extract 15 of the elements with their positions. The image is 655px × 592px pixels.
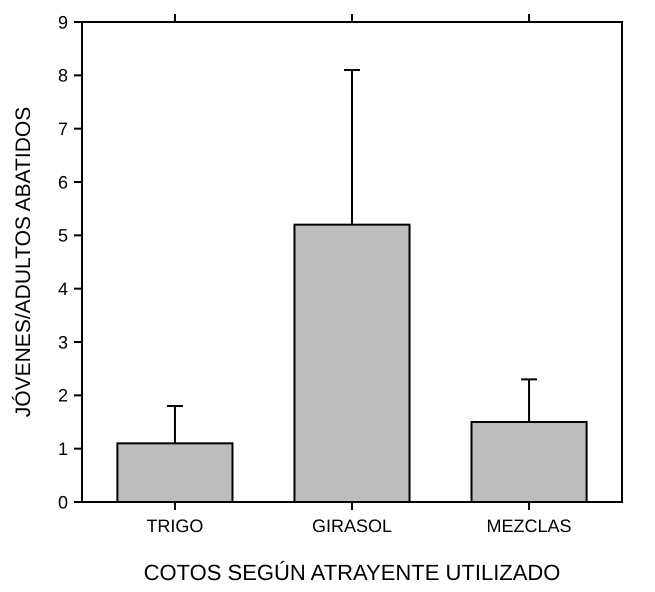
y-tick-label: 0 xyxy=(58,492,68,512)
y-tick-label: 5 xyxy=(58,226,68,246)
y-tick-label: 2 xyxy=(58,386,68,406)
y-tick-label: 9 xyxy=(58,12,68,32)
y-tick-label: 7 xyxy=(58,118,68,139)
y-tick-label: 4 xyxy=(58,278,68,299)
y-tick-label: 3 xyxy=(58,332,68,352)
y-axis-title: JÓVENES/ADULTOS ABATIDOS xyxy=(11,106,35,418)
x-axis-title: COTOS SEGÚN ATRAYENTE UTILIZADO xyxy=(144,560,560,585)
x-tick-label: GIRASOL xyxy=(312,516,392,536)
x-tick-label: TRIGO xyxy=(146,516,204,536)
y-tick-label: 6 xyxy=(58,172,68,192)
x-tick-label: MEZCLAS xyxy=(486,516,572,536)
y-tick-label: 8 xyxy=(58,66,68,86)
y-tick-label: 1 xyxy=(58,438,68,459)
